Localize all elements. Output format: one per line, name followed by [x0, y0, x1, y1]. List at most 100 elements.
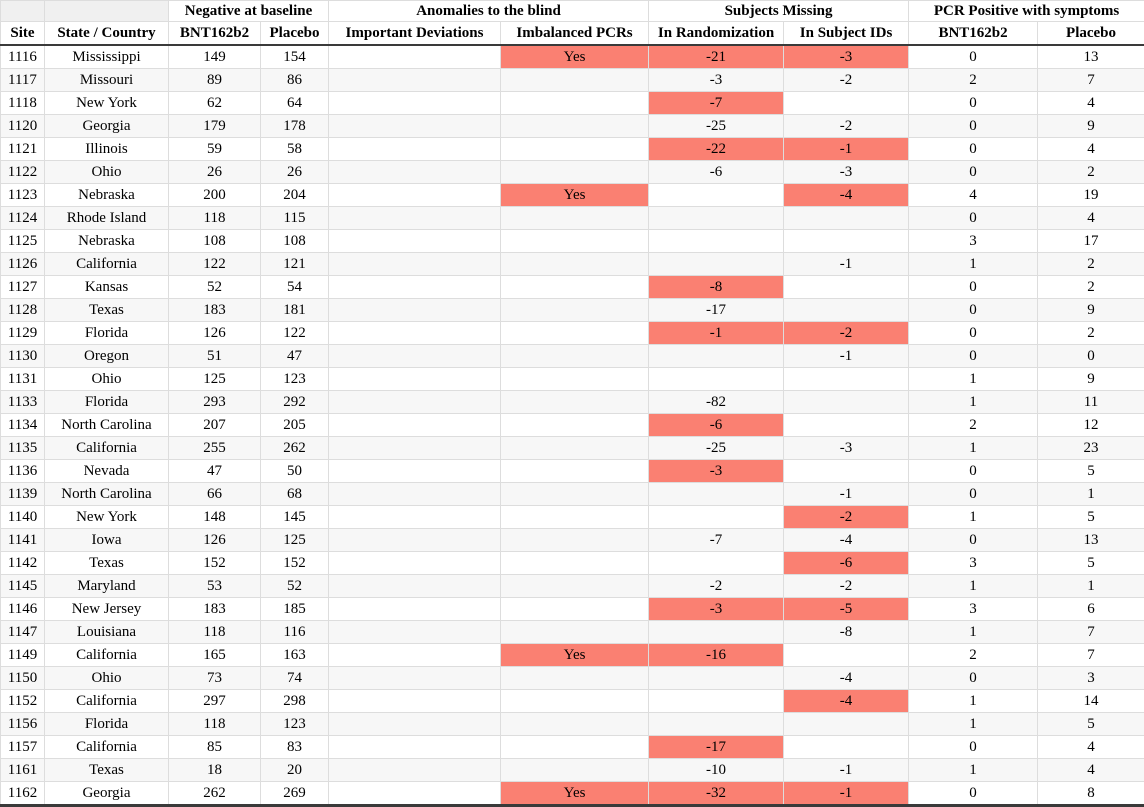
cell-important_deviations [328, 367, 502, 391]
cell-missing_in_randomization [648, 367, 785, 391]
cell-important_deviations [328, 91, 502, 115]
cell-pcr_positive_bnt162b2: 1 [908, 689, 1039, 713]
cell-missing_in_randomization: -32 [648, 781, 785, 806]
cell-state_country: North Carolina [44, 482, 169, 506]
cell-pcr_positive_placebo: 5 [1037, 459, 1144, 483]
cell-negative_bnt162b2: 255 [168, 436, 261, 460]
cell-pcr_positive_bnt162b2: 2 [908, 413, 1039, 437]
cell-important_deviations [328, 551, 502, 575]
col-header-important-deviations: Important Deviations [328, 21, 502, 46]
cell-missing_in_randomization: -7 [648, 528, 785, 552]
cell-state_country: Texas [44, 298, 169, 322]
cell-important_deviations [328, 620, 502, 644]
cell-pcr_positive_bnt162b2: 1 [908, 620, 1039, 644]
cell-pcr_positive_placebo: 4 [1037, 206, 1144, 230]
cell-negative_placebo: 185 [259, 597, 330, 621]
cell-pcr_positive_bnt162b2: 0 [908, 275, 1039, 299]
cell-state_country: Oregon [44, 344, 169, 368]
cell-state_country: Florida [44, 390, 169, 414]
cell-pcr_positive_placebo: 9 [1037, 298, 1144, 322]
cell-state_country: New Jersey [44, 597, 169, 621]
cell-imbalanced_pcrs [500, 206, 650, 230]
table-row: 1123 Nebraska 200 204 Yes -4 4 19 [0, 183, 1144, 207]
table-body: 1116 Mississippi 149 154 Yes -21 -3 0 13 1117 Miss… [0, 44, 1144, 806]
cell-imbalanced_pcrs [500, 551, 650, 575]
cell-negative_placebo: 205 [259, 413, 330, 437]
table-row: 1116 Mississippi 149 154 Yes -21 -3 0 13 [0, 44, 1144, 69]
cell-pcr_positive_bnt162b2: 3 [908, 597, 1039, 621]
cell-negative_bnt162b2: 18 [168, 758, 261, 782]
table-row: 1161 Texas 18 20 -10 -1 1 4 [0, 758, 1144, 782]
cell-state_country: Iowa [44, 528, 169, 552]
cell-missing_in_subject_ids [783, 367, 910, 391]
cell-missing_in_randomization [648, 183, 785, 207]
cell-imbalanced_pcrs [500, 597, 650, 621]
cell-imbalanced_pcrs [500, 137, 650, 161]
cell-site: 1129 [0, 321, 45, 345]
cell-missing_in_randomization: -25 [648, 436, 785, 460]
cell-imbalanced_pcrs: Yes [500, 643, 650, 667]
cell-important_deviations [328, 597, 502, 621]
cell-missing_in_subject_ids: -2 [783, 574, 910, 598]
cell-site: 1122 [0, 160, 45, 184]
cell-negative_bnt162b2: 122 [168, 252, 261, 276]
cell-negative_bnt162b2: 200 [168, 183, 261, 207]
cell-negative_bnt162b2: 118 [168, 620, 261, 644]
cell-pcr_positive_bnt162b2: 1 [908, 505, 1039, 529]
cell-imbalanced_pcrs [500, 275, 650, 299]
cell-negative_bnt162b2: 47 [168, 459, 261, 483]
cell-site: 1126 [0, 252, 45, 276]
cell-negative_bnt162b2: 165 [168, 643, 261, 667]
cell-pcr_positive_bnt162b2: 0 [908, 160, 1039, 184]
cell-negative_bnt162b2: 89 [168, 68, 261, 92]
cell-imbalanced_pcrs [500, 735, 650, 759]
cell-negative_placebo: 83 [259, 735, 330, 759]
cell-state_country: Missouri [44, 68, 169, 92]
group-header-empty-site [0, 0, 45, 22]
cell-pcr_positive_placebo: 8 [1037, 781, 1144, 806]
cell-pcr_positive_bnt162b2: 0 [908, 459, 1039, 483]
table-row: 1139 North Carolina 66 68 -1 0 1 [0, 482, 1144, 506]
cell-missing_in_subject_ids: -6 [783, 551, 910, 575]
cell-important_deviations [328, 298, 502, 322]
cell-missing_in_subject_ids [783, 206, 910, 230]
table-row: 1135 California 255 262 -25 -3 1 23 [0, 436, 1144, 460]
cell-pcr_positive_placebo: 4 [1037, 735, 1144, 759]
table-row: 1128 Texas 183 181 -17 0 9 [0, 298, 1144, 322]
cell-negative_bnt162b2: 26 [168, 160, 261, 184]
cell-imbalanced_pcrs [500, 252, 650, 276]
cell-missing_in_subject_ids: -2 [783, 505, 910, 529]
cell-site: 1162 [0, 781, 45, 806]
cell-pcr_positive_placebo: 7 [1037, 643, 1144, 667]
cell-missing_in_subject_ids [783, 459, 910, 483]
cell-missing_in_randomization: -7 [648, 91, 785, 115]
cell-site: 1149 [0, 643, 45, 667]
cell-imbalanced_pcrs [500, 68, 650, 92]
cell-pcr_positive_placebo: 7 [1037, 68, 1144, 92]
cell-imbalanced_pcrs [500, 298, 650, 322]
cell-imbalanced_pcrs [500, 459, 650, 483]
table-row: 1122 Ohio 26 26 -6 -3 0 2 [0, 160, 1144, 184]
cell-negative_placebo: 181 [259, 298, 330, 322]
cell-negative_bnt162b2: 85 [168, 735, 261, 759]
cell-pcr_positive_placebo: 5 [1037, 551, 1144, 575]
cell-negative_placebo: 68 [259, 482, 330, 506]
cell-pcr_positive_placebo: 13 [1037, 528, 1144, 552]
cell-imbalanced_pcrs [500, 114, 650, 138]
table-row: 1121 Illinois 59 58 -22 -1 0 4 [0, 137, 1144, 161]
cell-pcr_positive_placebo: 1 [1037, 574, 1144, 598]
cell-negative_bnt162b2: 126 [168, 321, 261, 345]
cell-negative_placebo: 122 [259, 321, 330, 345]
cell-negative_placebo: 154 [259, 44, 330, 69]
cell-missing_in_randomization [648, 551, 785, 575]
cell-missing_in_randomization: -6 [648, 160, 785, 184]
cell-missing_in_subject_ids [783, 712, 910, 736]
table-row: 1127 Kansas 52 54 -8 0 2 [0, 275, 1144, 299]
cell-pcr_positive_placebo: 3 [1037, 666, 1144, 690]
cell-negative_placebo: 163 [259, 643, 330, 667]
cell-pcr_positive_bnt162b2: 1 [908, 390, 1039, 414]
table-row: 1120 Georgia 179 178 -25 -2 0 9 [0, 114, 1144, 138]
cell-site: 1134 [0, 413, 45, 437]
cell-missing_in_randomization [648, 344, 785, 368]
cell-missing_in_subject_ids: -4 [783, 528, 910, 552]
